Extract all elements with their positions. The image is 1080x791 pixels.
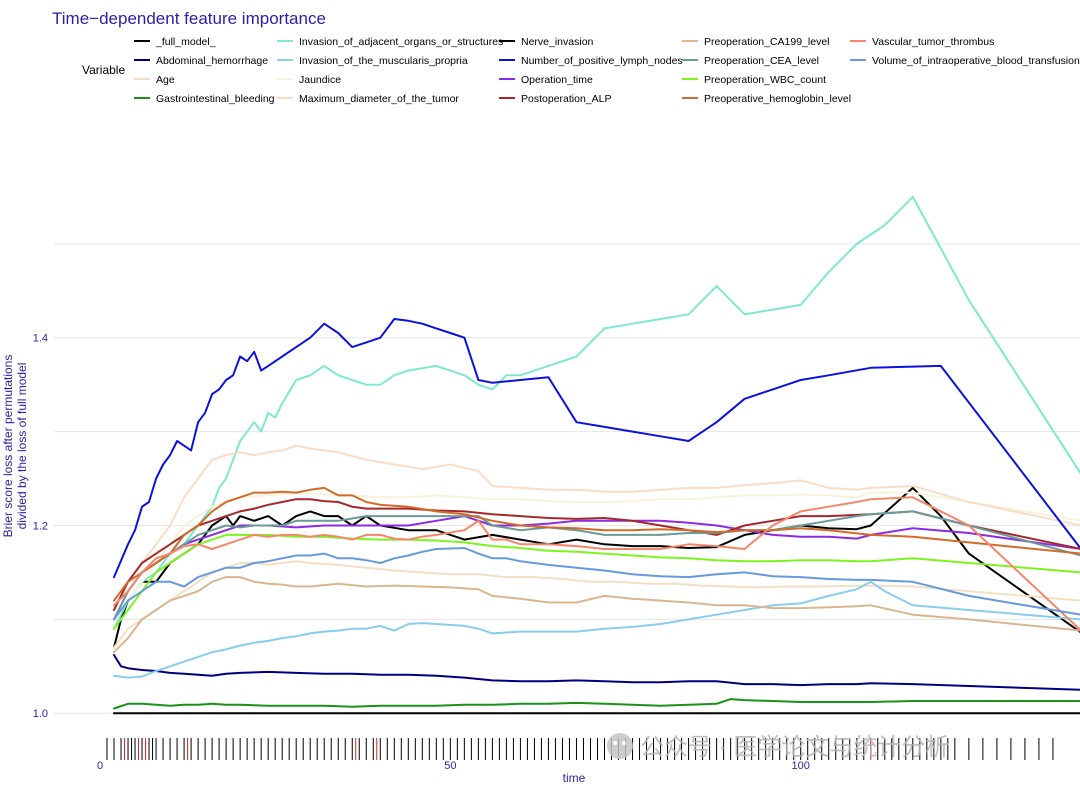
grid-lines — [54, 243, 1080, 714]
x-tick-label-1: 50 — [444, 760, 456, 772]
y-axis-ticks: 1.0 1.2 1.4 — [33, 333, 48, 720]
legend-label-8: Nerve_invasion — [521, 36, 594, 48]
series-line-postoperation-alp — [113, 498, 1080, 611]
legend-label-6: Jaundice — [299, 74, 341, 86]
series-line-preoperation-cea-level — [113, 510, 1080, 621]
legend-label-2: Age — [156, 74, 175, 86]
legend-label-9: Number_of_positive_lymph_nodes — [521, 55, 683, 67]
legend-label-17: Volume_of_intraoperative_blood_transfusi… — [872, 55, 1080, 67]
series-line-abdominal-hemorrhage — [113, 654, 1080, 691]
series-lines — [113, 195, 1080, 715]
y-tick-label-1: 1.2 — [33, 520, 48, 532]
legend-label-10: Operation_time — [521, 74, 593, 86]
rug-marks — [106, 738, 1054, 760]
y-axis-label-line-1: Brier score loss after permutations — [1, 355, 15, 538]
legend-label-5: Invasion_of_the_muscularis_propria — [299, 55, 468, 67]
series-line-maximum-diameter-of-the-tumor — [113, 444, 1080, 611]
legend-label-1: Abdominal_hemorrhage — [156, 55, 268, 67]
legend-label-13: Preoperation_CEA_level — [704, 55, 819, 67]
watermark: 公众号 · 医学论文与统计分析 — [607, 733, 949, 761]
legend-label-4: Invasion_of_adjacent_organs_or_structure… — [299, 36, 503, 48]
legend-label-7: Maximum_diameter_of_the_tumor — [299, 93, 459, 105]
x-tick-label-0: 0 — [97, 760, 103, 772]
y-axis-label-line-2: divided by the loss of full model — [15, 363, 29, 530]
legend-label-3: Gastrointestinal_bleeding — [156, 93, 275, 105]
series-line-operation-time — [113, 515, 1080, 621]
y-tick-label-2: 1.4 — [33, 333, 48, 345]
legend-label-14: Preoperation_WBC_count — [704, 74, 826, 86]
series-line-number-of-positive-lymph-nodes — [113, 318, 1080, 579]
series-line-jaundice — [113, 491, 1080, 621]
legend-label-0: _full_model_ — [155, 36, 216, 48]
y-axis-label: Brier score loss after permutations divi… — [1, 355, 29, 538]
legend-label-12: Preoperation_CA199_level — [704, 36, 830, 48]
series-line-preoperation-ca199-level — [113, 576, 1080, 654]
series-line-preoperation-wbc-count — [113, 533, 1080, 630]
series-line-gastrointestinal-bleeding — [113, 698, 1080, 710]
series-line-preoperative-hemoglobin-level — [113, 486, 1080, 602]
series-line-invasion-of-adjacent-organs-or-structures — [113, 195, 1080, 630]
x-axis-ticks: 0 50 100 — [97, 760, 810, 772]
series-line-volume-of-intraoperative-blood-transfusion — [113, 547, 1080, 621]
legend-label-11: Postoperation_ALP — [521, 93, 611, 105]
legend-label-15: Preoperative_hemoglobin_level — [704, 93, 851, 105]
wechat-icon — [607, 733, 633, 759]
series-line-vascular-tumor-thrombus — [113, 496, 1080, 632]
y-tick-label-0: 1.0 — [33, 708, 48, 720]
watermark-text: 公众号 · 医学论文与统计分析 — [640, 734, 949, 761]
series-line-invasion-of-the-muscularis-propria — [113, 580, 1080, 679]
series-line-full-model — [113, 486, 1080, 649]
x-axis-label: time — [563, 771, 586, 785]
chart-title: Time−dependent feature importance — [52, 9, 326, 28]
x-tick-label-2: 100 — [792, 760, 810, 772]
series-line-age — [113, 560, 1080, 649]
legend-label-16: Vascular_tumor_thrombus — [872, 36, 994, 48]
legend: Variable _full_model_ Abdominal_hemorrhag… — [82, 36, 1080, 105]
legend-title: Variable — [82, 63, 125, 77]
